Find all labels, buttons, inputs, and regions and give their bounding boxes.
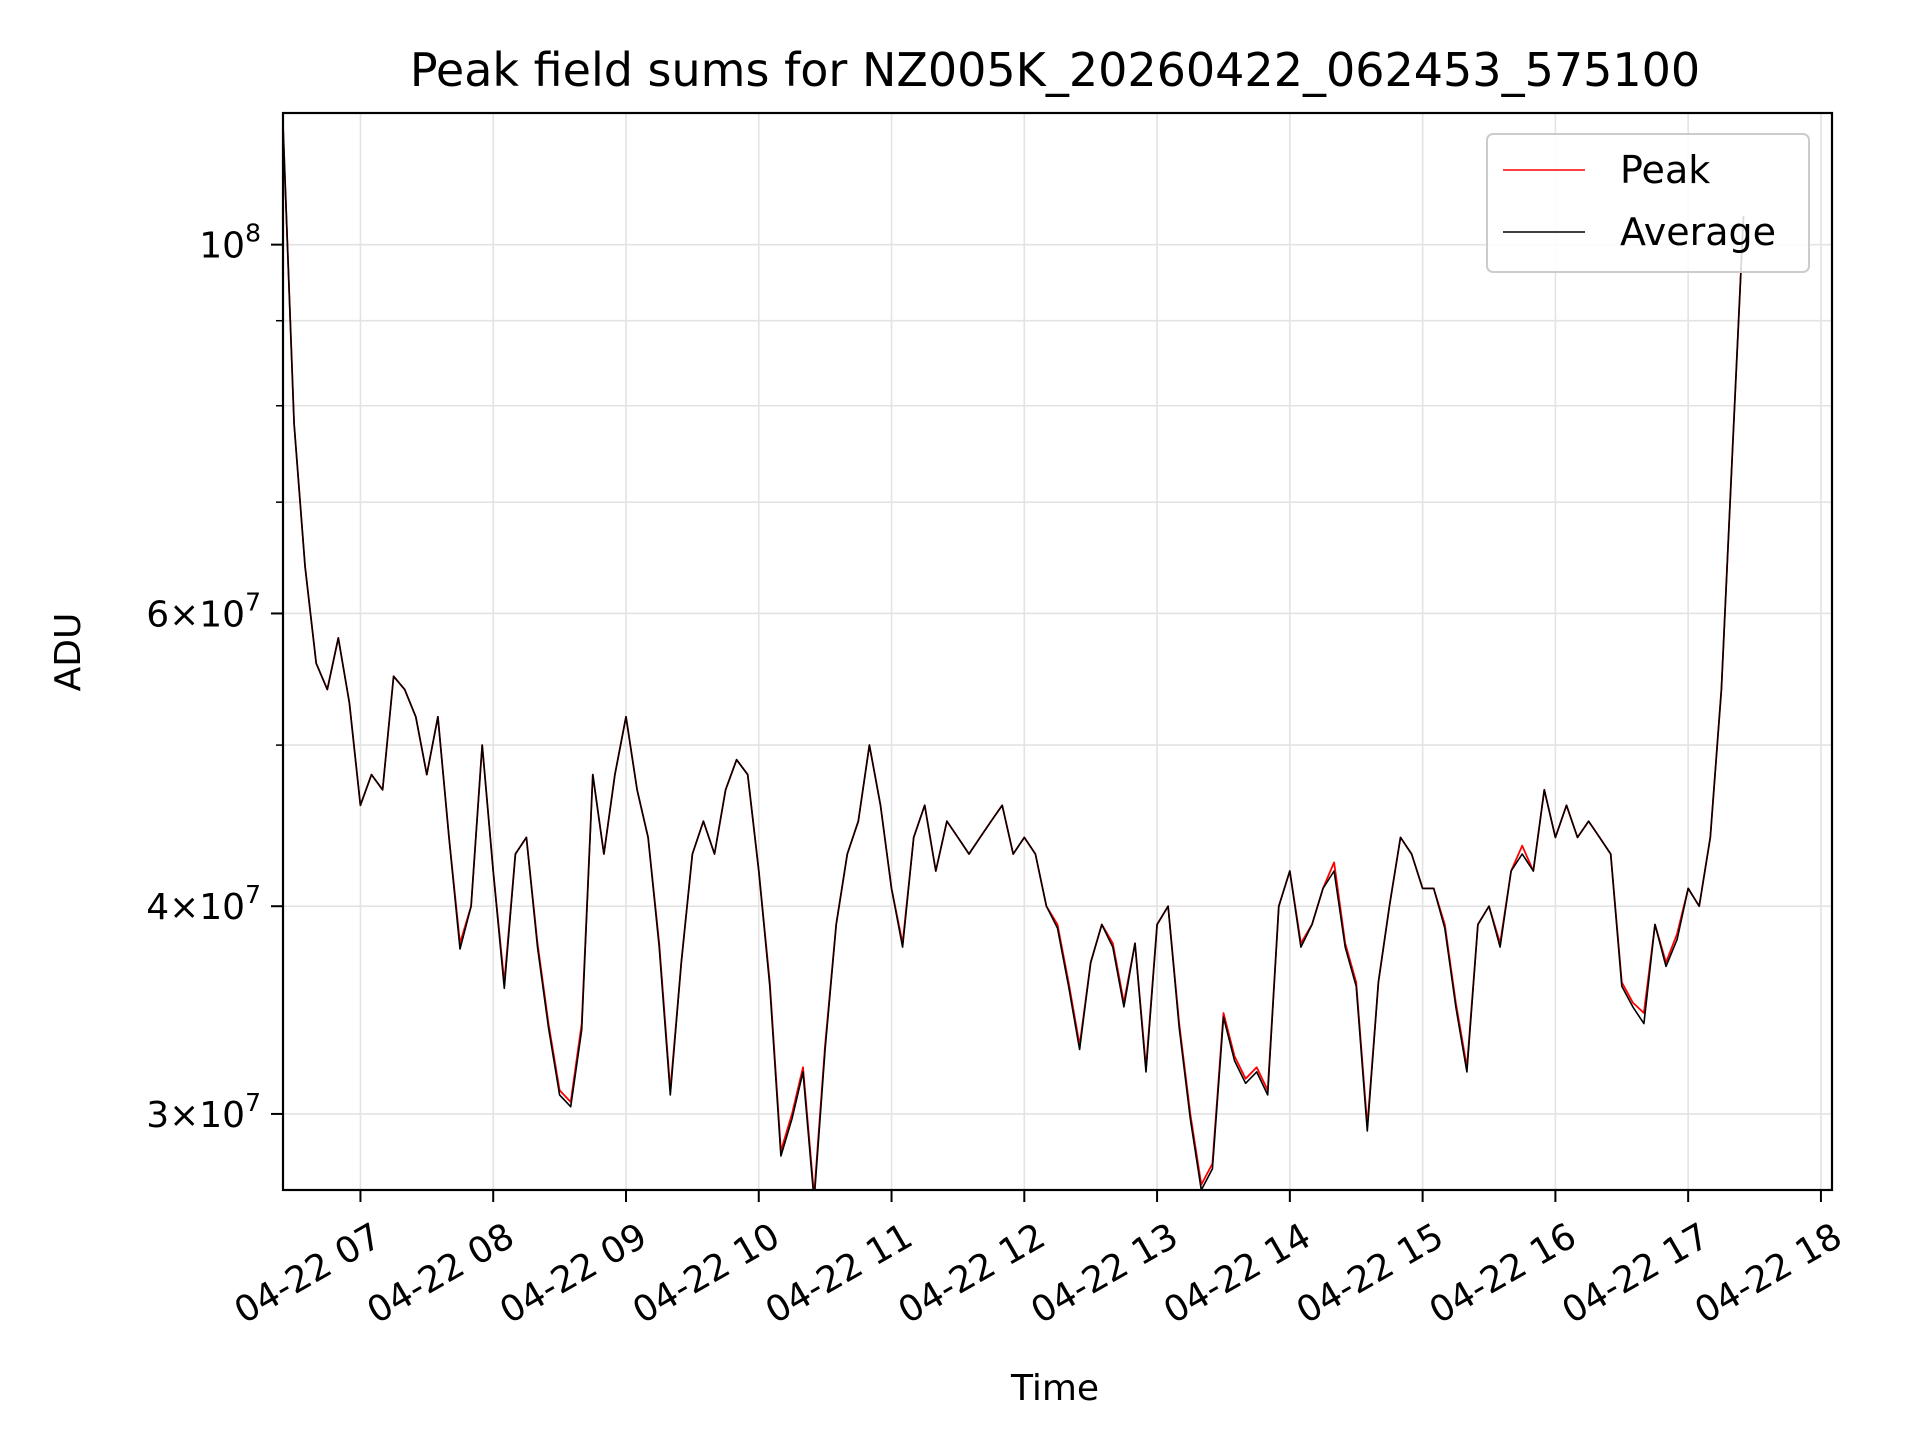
y-tick-exponent: 7 [245, 880, 261, 909]
legend-average-label: Average [1620, 210, 1776, 254]
y-tick-base: 10 [199, 226, 245, 267]
legend-peak-label: Peak [1620, 148, 1710, 192]
grid [283, 113, 1832, 1190]
series-layer [283, 125, 1745, 1190]
y-tick-label: 6×107 [146, 587, 261, 635]
y-tick-exponent: 8 [245, 219, 261, 248]
y-tick-times: ×10 [169, 594, 245, 635]
y-tick-mantissa: 3 [146, 1095, 169, 1136]
y-tick-label: 3×107 [146, 1088, 261, 1136]
y-tick-mantissa: 6 [146, 594, 169, 635]
y-tick-label: 108 [199, 219, 261, 267]
y-tick-times: ×10 [169, 887, 245, 928]
x-axis-label: Time [1010, 1368, 1099, 1409]
y-tick-label: 4×107 [146, 880, 261, 928]
series-average-line [283, 125, 1745, 1190]
y-tick-exponent: 7 [245, 1088, 261, 1117]
y-tick-exponent: 7 [245, 587, 261, 616]
plot-frame [281, 111, 1834, 1192]
legend: Peak Average [1486, 133, 1810, 273]
legend-box [1486, 133, 1810, 273]
chart-title: Peak field sums for NZ005K_20260422_0624… [410, 43, 1700, 97]
y-tick-times: ×10 [169, 1095, 245, 1136]
y-axis-label: ADU [48, 613, 89, 692]
y-tick-mantissa: 4 [146, 887, 169, 928]
